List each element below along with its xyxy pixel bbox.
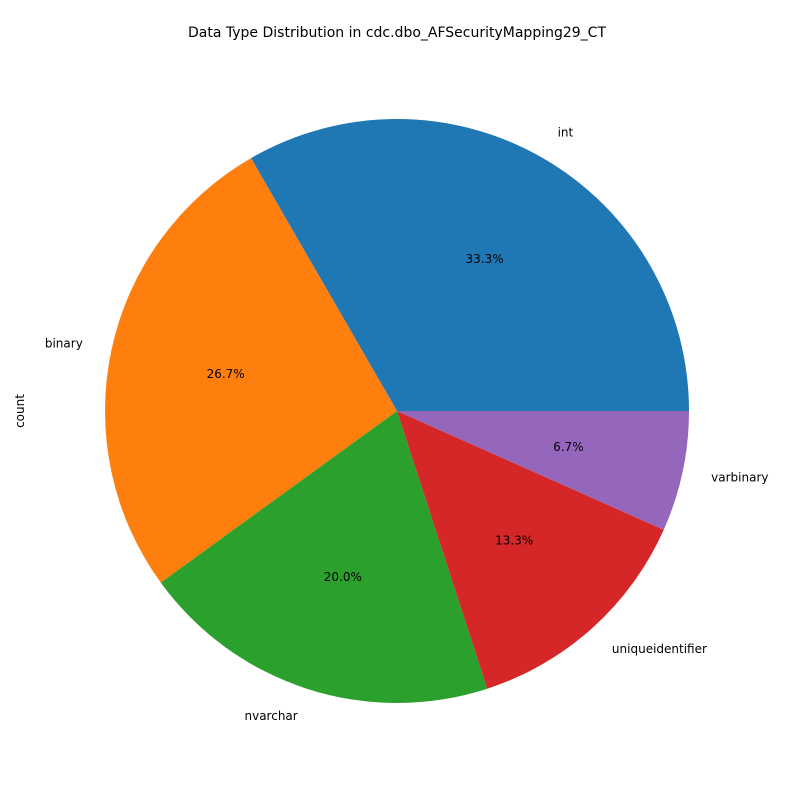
percent-uniqueidentifier: 13.3% <box>495 534 533 548</box>
percent-int: 33.3% <box>466 252 504 266</box>
label-binary: binary <box>45 337 83 351</box>
y-axis-label: count <box>13 394 27 428</box>
slice-varbinary <box>397 411 689 530</box>
slice-binary <box>104 158 397 583</box>
pie-slices <box>104 119 689 704</box>
slice-nvarchar <box>160 411 488 704</box>
chart-title: Data Type Distribution in cdc.dbo_AFSecu… <box>188 25 606 41</box>
percent-binary: 26.7% <box>207 367 245 381</box>
percent-nvarchar: 20.0% <box>324 570 362 584</box>
label-nvarchar: nvarchar <box>245 709 298 723</box>
label-varbinary: varbinary <box>711 470 768 484</box>
percent-varbinary: 6.7% <box>553 440 584 454</box>
label-int: int <box>558 125 574 139</box>
pie-labels: int 33.3% binary 26.7% nvarchar 20.0% uniqueid… <box>45 125 769 723</box>
slice-uniqueidentifier <box>397 411 664 689</box>
slice-int <box>251 119 689 412</box>
label-uniqueidentifier: uniqueidentifier <box>612 642 707 656</box>
